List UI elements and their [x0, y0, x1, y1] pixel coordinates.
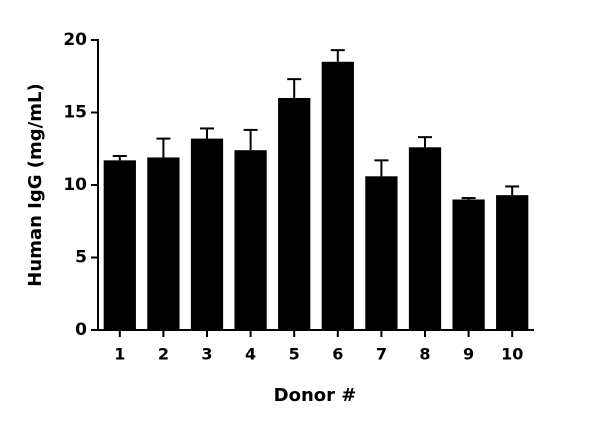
x-tick-label: 10	[501, 345, 523, 364]
bar	[234, 150, 267, 330]
x-tick-label: 3	[201, 345, 212, 364]
x-tick-label: 7	[376, 345, 387, 364]
bar	[103, 160, 136, 330]
y-tick-label: 10	[63, 175, 87, 195]
y-axis-label: Human IgG (mg/mL)	[25, 83, 46, 286]
y-tick-label: 5	[75, 248, 87, 268]
bar	[408, 147, 442, 330]
x-tick-label: 6	[332, 345, 343, 364]
bar	[452, 199, 485, 330]
x-tick-label: 1	[114, 345, 125, 364]
bar	[321, 61, 354, 330]
x-tick-label: 2	[158, 345, 169, 364]
y-tick-label: 0	[75, 320, 87, 340]
bar	[278, 98, 311, 330]
bar	[365, 176, 398, 330]
x-axis-label: Donor #	[274, 385, 357, 406]
x-tick-label: 4	[245, 345, 256, 364]
x-tick-label: 5	[289, 345, 300, 364]
y-tick-label: 15	[63, 103, 87, 123]
x-tick-label: 9	[463, 345, 474, 364]
y-tick-label: 20	[63, 30, 87, 50]
bar	[190, 138, 224, 330]
x-tick-label: 8	[419, 345, 430, 364]
bar	[147, 157, 180, 330]
bar	[496, 195, 529, 330]
